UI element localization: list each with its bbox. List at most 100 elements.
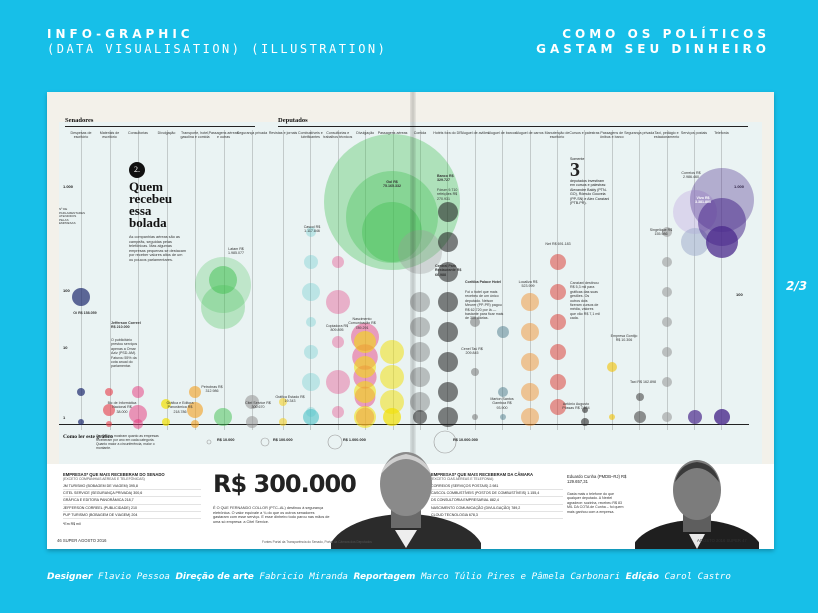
annot-localiza: Localiza R$ 523.999 [518, 280, 538, 289]
deputy-category-label: Taxi, pedágio e estacionamento [653, 131, 680, 140]
senate-table-subtitle: (EXCETO COMPANHIAS AÉREAS E TELEFÔNICAS) [63, 477, 145, 481]
somente-lead: Somente [570, 157, 585, 161]
credit-designer-label: Designer [47, 572, 93, 582]
y-label-10: 10 [63, 345, 68, 350]
bubble-chart [72, 134, 754, 454]
baseline-axis [59, 424, 749, 425]
senate-category-label: Despesas de escritório [70, 131, 92, 140]
header-category-subtitle: (DATA VISUALISATION) (ILLUSTRATION) [47, 42, 388, 56]
y-label-100: 100 [63, 288, 70, 293]
annot-grafica: Gráfica e Editora Panorâmica R$ 218.786 [166, 401, 194, 414]
senate-category-label: Segurança privada [236, 131, 268, 135]
bubble-passagens [346, 171, 438, 263]
table-row: DS CONSULTORIA EMPRESARIAL 882,4 [431, 497, 563, 505]
scale-1m: R$ 1.000.000 [343, 438, 366, 442]
header-title-line1: COMO OS POLÍTICOS [562, 27, 770, 41]
bubble-avioes [472, 414, 478, 420]
bubble-latam [209, 266, 237, 294]
deputy-category-label: Cursos e palestras [569, 131, 600, 135]
senate-column-guide [166, 130, 168, 430]
bubble-comida [398, 230, 442, 274]
bubble-transporte [189, 386, 201, 398]
senate-column-guide [81, 130, 82, 430]
deputy-column-guide [721, 130, 723, 430]
y-label-right-1000: 1.000 [734, 184, 745, 189]
somente-note: deputados investiram em cursos e palestr… [570, 179, 610, 206]
annot-grafica-estado: Gráfica Estado R$ 19.343 [275, 395, 305, 404]
annot-cascol: Cascol R$ 1.117.846 [303, 225, 321, 234]
bubble-divulgacao-dep [354, 356, 376, 378]
deputy-header-rule [278, 126, 748, 127]
deputy-category-label: Passagens aéreas [377, 131, 408, 135]
bubble-divulgacao-dep [354, 406, 376, 428]
bubble-hoteis [438, 262, 458, 282]
senate-column-guide [195, 130, 196, 430]
bubble-manutencao [550, 374, 566, 390]
annot-forum: Fórum 9.710 refeições R$ 270.931 [437, 188, 458, 201]
deputy-column-guide [420, 130, 421, 430]
bubble-carros [521, 293, 539, 311]
annot-oi: Oi R$ 158.059 [73, 311, 97, 315]
cunha-label: Eduardo Cunha (PMDB–RJ) R$ 129.657,31 [567, 474, 627, 484]
bubble-combustiveis [303, 409, 319, 425]
annot-coritiba: Coritiba Palace Hotel [465, 280, 501, 284]
bubble-consultorias-dep [332, 406, 344, 418]
bubble-comida [410, 292, 430, 312]
bubble-passagens [383, 408, 401, 426]
annot-nascimento: Nascimento Comunicação R$ 789.291 [348, 317, 376, 330]
annot-jefferson: Jefferson Correel R$ 210.000 [111, 321, 141, 330]
bubble-onibus [609, 414, 615, 420]
scale-circle [433, 430, 457, 454]
bubble-materiais [105, 388, 113, 396]
how-to-read-note: Os círculos mostram quanto as empresas r… [96, 434, 159, 450]
header-category-title: INFO-GRAPHIC [47, 27, 194, 41]
deputy-category-label: Telefonia [714, 131, 729, 135]
bubble-escritorio [72, 288, 90, 306]
page-counter[interactable]: 2/3 [786, 279, 808, 293]
bubble-comida [410, 367, 430, 387]
bubble-consultorias [133, 419, 143, 429]
senate-table: EMPRESAS* QUE MAIS RECEBERAM DO SENADO (… [63, 472, 201, 526]
annot-somente: Somente 3 deputados investiram em cursos… [570, 157, 610, 205]
table-row: CITEL SERVICE (SEGURANÇA PRIVADA) 300,6 [63, 490, 201, 498]
header-title-line2: GASTAM SEU DINHEIRO [536, 42, 770, 56]
deputy-column-guide [310, 130, 312, 430]
sources-note: Fontes Portal da Transparência do Senado… [262, 540, 372, 544]
credits-line: Designer Flavio Pessoa Direção de arte F… [47, 571, 771, 582]
portrait-collor-image [331, 452, 481, 549]
annot-taxi: Taxi R$ 162.898 [630, 380, 656, 384]
credit-art: Fabricio Miranda [259, 571, 348, 582]
bubble-carros [521, 383, 539, 401]
annot-correios: Correios R$ 2.986.460 [681, 171, 701, 180]
page-spine [410, 92, 416, 549]
table-row: JM TURISMO (BOBAGEM DE VIAGEM) 395,8 [63, 483, 201, 491]
bubble-consultorias-dep [332, 336, 344, 348]
bubble-divulgacao-dep [354, 381, 376, 403]
bubble-seguranca-dep [636, 393, 644, 401]
bubble-transporte [191, 420, 199, 428]
story-number: 2. [129, 162, 145, 178]
bubble-taxi [662, 287, 672, 297]
annot-marton: Marton Santos Gamboa R$ 93.900 [490, 397, 514, 410]
how-to-read: Como ler este gráfico [63, 434, 113, 440]
bubble-taxi [662, 347, 672, 357]
credit-report-label: Reportagem [353, 572, 416, 582]
bubble-passagens [380, 365, 404, 389]
bubble-telefonia [706, 226, 738, 258]
camara-table-title: EMPRESAS* QUE MAIS RECEBERAM DA CÂMARA [431, 472, 533, 477]
senate-column-guide [252, 130, 253, 430]
table-row: NASCIMENTO COMUNICAÇÃO (DIVULGAÇÃO) 789,… [431, 505, 563, 512]
deputy-column-guide [666, 130, 668, 430]
camara-table-subtitle: (EXCETO CIAS AÉREAS E TELEFONIA) [431, 477, 494, 481]
deputy-category-label: Serviços postais [680, 131, 708, 135]
table-row: JEFFERSON CORREEL (PUBLICIDADE) 210 [63, 505, 201, 512]
annot-citel: Citel Service R$ 300.670 [245, 401, 271, 410]
senate-column-guide [109, 130, 111, 430]
bubble-taxi [662, 257, 672, 267]
magazine-spread: Senadores Deputados Despesas de escritór… [47, 92, 774, 549]
bubble-correios [688, 410, 702, 424]
annot-gontijo: Empresa Gontijo R$ 10.306 [610, 334, 638, 343]
section-deputados: Deputados [278, 117, 308, 124]
senate-table-title: EMPRESAS* QUE MAIS RECEBERAM DO SENADO [63, 472, 165, 477]
deputy-column-guide [557, 130, 558, 430]
